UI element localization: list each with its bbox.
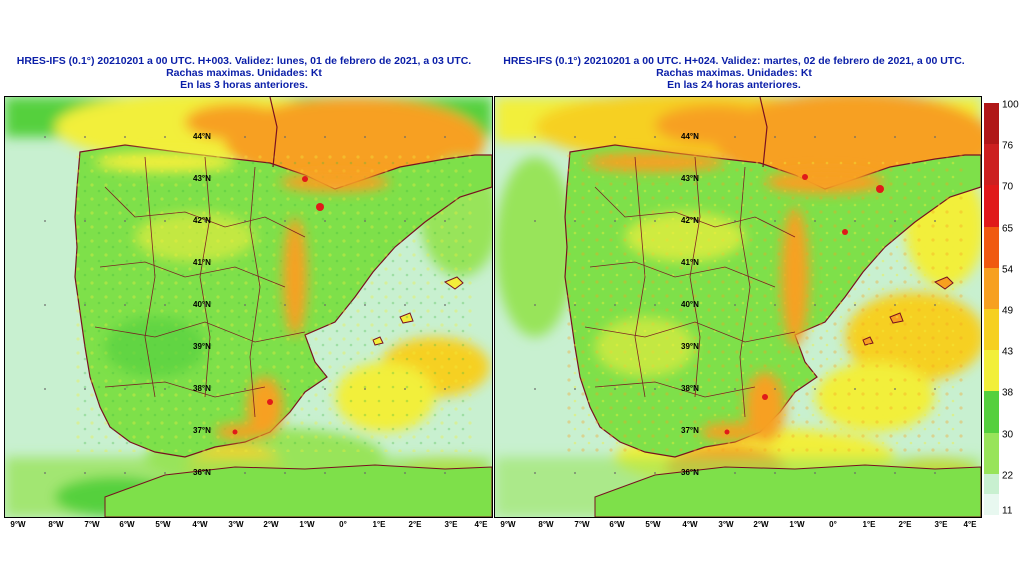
lon-label: 3°E: [444, 520, 458, 529]
legend-tick-label: 70: [1002, 181, 1014, 193]
left-longitude-axis: 9°W 8°W 7°W 6°W 5°W 4°W 3°W 2°W 1°W 0° 1…: [4, 520, 491, 534]
lat-label: 43°N: [681, 174, 699, 183]
latitude-labels: 44°N 43°N 42°N 41°N 40°N 39°N 38°N 37°N …: [193, 132, 211, 477]
grid-dots: [44, 136, 446, 474]
title-line-3: En las 24 horas anteriores.: [667, 79, 801, 91]
legend-tick-label: 54: [1002, 264, 1014, 276]
lat-label: 38°N: [681, 384, 699, 393]
legend-tick-label: 38: [1002, 387, 1014, 399]
lon-label: 9°W: [10, 520, 26, 529]
legend-swatch: [984, 267, 999, 310]
legend-tick-label: 65: [1002, 223, 1014, 235]
title-line-2: Rachas maximas. Unidades: Kt: [166, 67, 322, 79]
lat-label: 37°N: [193, 426, 211, 435]
title-line-1: HRES-IFS (0.1°) 20210201 a 00 UTC. H+003…: [16, 55, 472, 67]
lat-label: 38°N: [193, 384, 211, 393]
lon-label: 4°E: [474, 520, 488, 529]
lon-label: 3°E: [934, 520, 948, 529]
lon-label: 6°W: [609, 520, 625, 529]
lon-label: 3°W: [228, 520, 244, 529]
legend-tick-label: 22: [1002, 470, 1014, 482]
lon-label: 3°W: [718, 520, 734, 529]
grid-dots: [534, 136, 936, 474]
lon-label: 6°W: [119, 520, 135, 529]
lat-label: 40°N: [681, 300, 699, 309]
lon-label: 7°W: [574, 520, 590, 529]
lat-label: 41°N: [681, 258, 699, 267]
lon-label: 9°W: [500, 520, 516, 529]
right-map-graphic: 44°N 43°N 42°N 41°N 40°N 39°N 38°N 37°N …: [495, 97, 981, 517]
right-panel-title: HRES-IFS (0.1°) 20210201 a 00 UTC. H+024…: [494, 55, 974, 91]
lon-label: 0°: [339, 520, 347, 529]
latitude-labels: 44°N 43°N 42°N 41°N 40°N 39°N 38°N 37°N …: [681, 132, 699, 477]
title-line-1: HRES-IFS (0.1°) 20210201 a 00 UTC. H+024…: [503, 55, 965, 67]
lat-label: 39°N: [681, 342, 699, 351]
lon-label: 7°W: [84, 520, 100, 529]
left-map-graphic: 44°N 43°N 42°N 41°N 40°N 39°N 38°N 37°N …: [5, 97, 492, 517]
legend-swatch: [984, 432, 999, 475]
legend-swatch: [984, 494, 999, 515]
lat-label: 44°N: [681, 132, 699, 141]
right-longitude-axis: 9°W 8°W 7°W 6°W 5°W 4°W 3°W 2°W 1°W 0° 1…: [494, 520, 980, 534]
legend-swatch: [984, 103, 999, 145]
lat-label: 36°N: [193, 468, 211, 477]
legend-swatch: [984, 185, 999, 228]
legend-swatch: [984, 144, 999, 186]
lat-label: 39°N: [193, 342, 211, 351]
legend-swatch: [984, 309, 999, 351]
lon-label: 1°W: [789, 520, 805, 529]
lon-label: 2°E: [898, 520, 912, 529]
lat-label: 42°N: [681, 216, 699, 225]
title-line-2: Rachas maximas. Unidades: Kt: [656, 67, 812, 79]
lon-label: 2°E: [408, 520, 422, 529]
lon-label: 8°W: [48, 520, 64, 529]
left-panel-title: HRES-IFS (0.1°) 20210201 a 00 UTC. H+003…: [4, 55, 484, 91]
lat-label: 37°N: [681, 426, 699, 435]
legend-swatch: [984, 391, 999, 434]
lat-label: 40°N: [193, 300, 211, 309]
lon-label: 2°W: [753, 520, 769, 529]
legend-tick-label: 49: [1002, 305, 1014, 317]
legend-swatch: [984, 350, 999, 392]
lon-label: 5°W: [645, 520, 661, 529]
lon-label: 0°: [829, 520, 837, 529]
lat-label: 44°N: [193, 132, 211, 141]
color-legend: 100 76 70 65 54 49 43 38 30 22 11: [984, 99, 1019, 517]
legend-tick-label: 43: [1002, 346, 1014, 358]
lon-label: 4°W: [682, 520, 698, 529]
legend-tick-label: 11: [1002, 505, 1013, 517]
lon-label: 4°E: [963, 520, 977, 529]
legend-tick-label: 100: [1002, 99, 1019, 111]
right-map: 44°N 43°N 42°N 41°N 40°N 39°N 38°N 37°N …: [494, 96, 982, 518]
legend-tick-label: 76: [1002, 140, 1014, 152]
lon-label: 1°W: [299, 520, 315, 529]
title-line-3: En las 3 horas anteriores.: [180, 79, 308, 91]
legend-swatch: [984, 226, 999, 269]
lat-label: 43°N: [193, 174, 211, 183]
lon-label: 1°E: [372, 520, 386, 529]
lat-label: 41°N: [193, 258, 211, 267]
lat-label: 36°N: [681, 468, 699, 477]
lon-label: 4°W: [192, 520, 208, 529]
lon-label: 8°W: [538, 520, 554, 529]
lon-label: 2°W: [263, 520, 279, 529]
lat-label: 42°N: [193, 216, 211, 225]
lon-label: 1°E: [862, 520, 876, 529]
legend-tick-label: 30: [1002, 429, 1014, 441]
lon-label: 5°W: [155, 520, 171, 529]
left-map: 44°N 43°N 42°N 41°N 40°N 39°N 38°N 37°N …: [4, 96, 493, 518]
